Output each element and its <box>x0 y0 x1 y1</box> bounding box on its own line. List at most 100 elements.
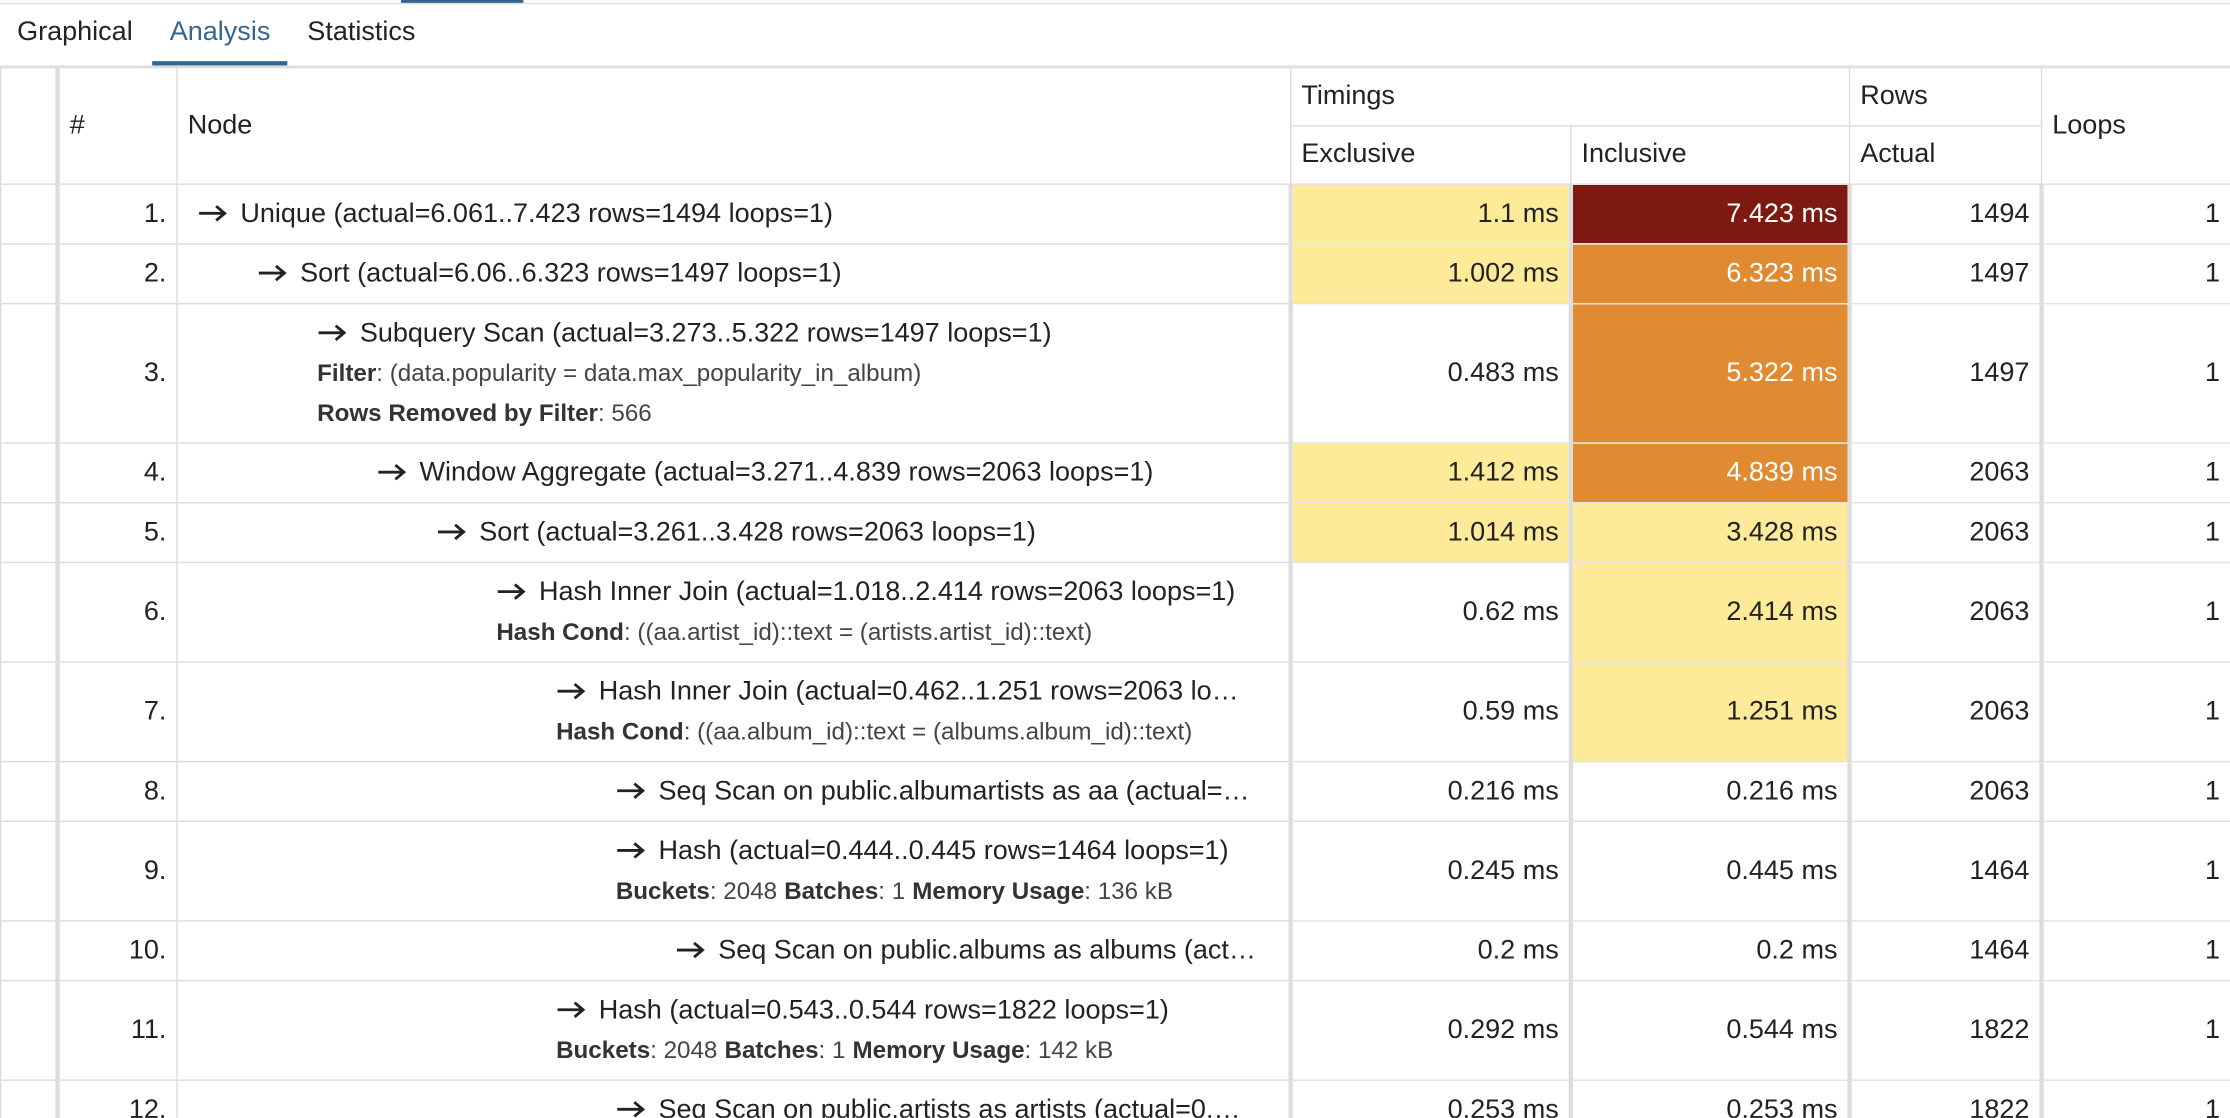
node-cell: Seq Scan on public.albums as albums (act… <box>176 920 1292 982</box>
detail-item: Memory Usage: 136 kB <box>912 877 1173 904</box>
tab[interactable]: Graphical <box>17 17 133 47</box>
node-cell: Unique (actual=6.061..7.423 rows=1494 lo… <box>176 183 1292 245</box>
node-cell: Hash Inner Join (actual=1.018..2.414 row… <box>176 561 1292 663</box>
header-exclusive: Exclusive <box>1289 125 1572 185</box>
row-select <box>0 243 60 305</box>
loops: 1 <box>2039 561 2230 663</box>
row-number: 4. <box>56 442 178 504</box>
loops: 1 <box>2039 302 2230 444</box>
actual-rows: 1822 <box>1847 979 2043 1081</box>
header-blank <box>0 66 60 185</box>
inclusive-time: 0.216 ms <box>1568 760 1851 823</box>
row-select <box>0 920 60 982</box>
exclusive-time: 0.483 ms <box>1288 302 1572 444</box>
actual-rows: 1464 <box>1847 820 2043 922</box>
inclusive-time: 1.251 ms <box>1568 661 1851 763</box>
plan-row: 6. Hash Inner Join (actual=1.018..2.414 r… <box>0 561 2230 663</box>
row-number: 3. <box>56 302 178 444</box>
exclusive-time: 0.2 ms <box>1288 920 1572 982</box>
detail-value: : 1 <box>818 1036 846 1064</box>
actual-rows: 2063 <box>1847 442 2043 504</box>
tab[interactable]: Statistics <box>307 17 416 47</box>
node-line: Seq Scan on public.albumartists as aa (a… <box>616 772 1279 812</box>
node-detail: Rows Removed by Filter: 566 <box>317 394 1278 434</box>
loops: 1 <box>2039 243 2230 305</box>
exclusive-time: 1.014 ms <box>1288 502 1572 564</box>
arrow-icon <box>557 682 586 700</box>
detail-value: : 1 <box>878 877 906 905</box>
exclusive-time: 0.245 ms <box>1288 820 1572 922</box>
row-number: 7. <box>56 661 178 763</box>
plan-row: 4. Window Aggregate (actual=3.271..4.839 … <box>0 442 2230 504</box>
loops: 1 <box>2039 920 2230 982</box>
node-text: Window Aggregate (actual=3.271..4.839 ro… <box>419 457 1154 488</box>
inclusive-time: 6.323 ms <box>1568 243 1851 305</box>
detail-label: Buckets <box>556 1036 651 1064</box>
node-line: Seq Scan on public.artists as artists (a… <box>616 1091 1279 1118</box>
detail-label: Batches <box>724 1036 819 1064</box>
detail-label: Filter <box>317 359 377 387</box>
exclusive-time: 1.002 ms <box>1288 243 1572 305</box>
node-text: Hash Inner Join (actual=0.462..1.251 row… <box>598 676 1239 707</box>
arrow-icon <box>199 205 227 222</box>
node-line: Hash (actual=0.444..0.445 rows=1464 loop… <box>616 832 1279 872</box>
node-line: Subquery Scan (actual=3.273..5.322 rows=… <box>317 314 1278 354</box>
node-line: Sort (actual=6.06..6.323 rows=1497 loops… <box>257 255 1278 295</box>
detail-value: : (data.popularity = data.max_popularity… <box>376 359 922 387</box>
node-line: Hash Inner Join (actual=1.018..2.414 row… <box>496 573 1278 613</box>
node-cell: Subquery Scan (actual=3.273..5.322 rows=… <box>176 302 1292 444</box>
loops: 1 <box>2039 1079 2230 1118</box>
row-select <box>0 561 60 663</box>
row-select <box>0 183 60 245</box>
detail-value: : 2048 <box>709 877 778 905</box>
exclusive-time: 0.253 ms <box>1288 1079 1572 1118</box>
actual-rows: 1464 <box>1847 920 2043 982</box>
row-number: 5. <box>56 502 178 564</box>
row-select <box>0 1079 60 1118</box>
node-text: Unique (actual=6.061..7.423 rows=1494 lo… <box>240 199 834 229</box>
row-select <box>0 302 60 444</box>
actual-rows: 2063 <box>1847 760 2043 823</box>
node-detail: Buckets: 2048 Batches: 1 Memory Usage: 142… <box>556 1031 1278 1071</box>
detail-item: Buckets: 2048 <box>556 1037 717 1064</box>
detail-label: Memory Usage <box>852 1036 1025 1064</box>
actual-rows: 1494 <box>1847 183 2043 245</box>
inclusive-time: 0.544 ms <box>1568 979 1851 1081</box>
arrow-icon <box>617 782 646 799</box>
node-text: Hash (actual=0.543..0.544 rows=1822 loop… <box>598 995 1169 1026</box>
detail-value: : 136 kB <box>1084 877 1173 905</box>
arrow-icon <box>378 463 407 481</box>
loops: 1 <box>2039 820 2230 922</box>
actual-rows: 2063 <box>1847 502 2043 564</box>
detail-item: Filter: (data.popularity = data.max_popu… <box>317 360 921 387</box>
node-line: Unique (actual=6.061..7.423 rows=1494 lo… <box>198 195 1279 235</box>
node-cell: Hash Inner Join (actual=0.462..1.251 row… <box>176 661 1292 763</box>
row-number: 8. <box>56 760 178 823</box>
plan-row: 2. Sort (actual=6.06..6.323 rows=1497 loo… <box>0 243 2230 305</box>
detail-item: Batches: 1 <box>784 877 905 904</box>
row-number: 9. <box>56 820 178 922</box>
inclusive-time: 2.414 ms <box>1568 561 1851 663</box>
loops: 1 <box>2039 183 2230 245</box>
exclusive-time: 0.292 ms <box>1288 979 1572 1081</box>
exclusive-time: 0.62 ms <box>1288 561 1572 663</box>
plan-row: 1. Unique (actual=6.061..7.423 rows=1494 … <box>0 183 2230 245</box>
detail-item: Hash Cond: ((aa.album_id)::text = (album… <box>556 718 1192 745</box>
actual-rows: 2063 <box>1847 661 2043 763</box>
inclusive-time: 4.839 ms <box>1568 442 1851 504</box>
node-line: Window Aggregate (actual=3.271..4.839 ro… <box>377 454 1279 494</box>
row-select <box>0 979 60 1081</box>
detail-item: Hash Cond: ((aa.artist_id)::text = (arti… <box>496 619 1092 646</box>
loops: 1 <box>2039 760 2230 823</box>
actual-rows: 2063 <box>1847 561 2043 663</box>
detail-item: Buckets: 2048 <box>616 877 777 904</box>
header-node: Node <box>176 66 1292 185</box>
detail-value: : 566 <box>597 399 652 427</box>
node-line: Seq Scan on public.albums as albums (act… <box>676 932 1279 972</box>
detail-value: : ((aa.album_id)::text = (albums.album_i… <box>683 718 1193 746</box>
inclusive-time: 7.423 ms <box>1568 183 1851 245</box>
tab[interactable]: Analysis <box>152 4 288 66</box>
row-select <box>0 442 60 504</box>
node-line: Sort (actual=3.261..3.428 rows=2063 loop… <box>437 513 1279 553</box>
detail-item: Rows Removed by Filter: 566 <box>317 400 652 427</box>
